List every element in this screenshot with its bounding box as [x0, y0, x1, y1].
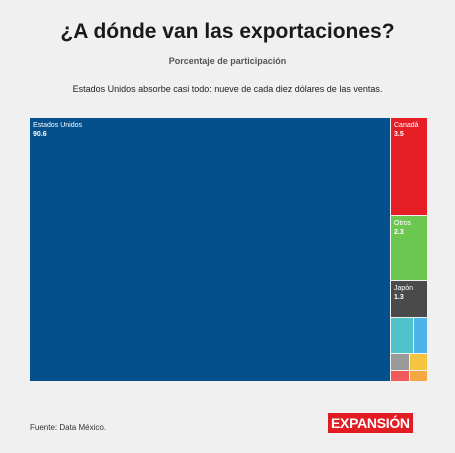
tile-name: Estados Unidos [33, 122, 83, 129]
treemap-tile-small[interactable] [391, 354, 410, 371]
expansion-logo[interactable]: EXPANSIÓN [328, 413, 413, 433]
treemap-chart: Estados Unidos 90.6 Canadá 3.5 Otros 2.3 Japón… [30, 118, 428, 382]
tile-value: 2.3 [394, 229, 404, 236]
treemap-tile-small[interactable] [410, 371, 428, 382]
treemap-tile-estados-unidos[interactable]: Estados Unidos 90.6 [30, 118, 391, 382]
tile-label: Canadá 3.5 [394, 121, 419, 139]
chart-description: Estados Unidos absorbe casi todo: nueve … [72, 84, 383, 94]
tile-name: Japón [394, 285, 414, 292]
treemap-tile-small[interactable] [410, 354, 428, 371]
tile-name: Otros [394, 220, 412, 227]
tile-name: Canadá [394, 122, 419, 129]
chart-title: ¿A dónde van las exportaciones? [60, 20, 395, 43]
tile-value: 3.5 [394, 131, 404, 138]
treemap-tile-jap-n[interactable]: Japón 1.3 [391, 281, 428, 318]
tile-label: Estados Unidos 90.6 [33, 121, 82, 139]
treemap-tile-small[interactable] [391, 371, 410, 382]
source-note: Fuente: Data México. [30, 423, 107, 432]
chart-subtitle: Porcentaje de participación [168, 56, 287, 66]
tile-label: Otros 2.3 [394, 219, 411, 237]
tile-label: Japón 1.3 [394, 284, 413, 302]
treemap-tile-canad-[interactable]: Canadá 3.5 [391, 118, 428, 216]
tile-value: 1.3 [394, 294, 404, 301]
tile-value: 90.6 [33, 131, 47, 138]
treemap-tile-small[interactable] [414, 318, 428, 354]
treemap-tile-small[interactable] [391, 318, 414, 354]
treemap-tile-otros[interactable]: Otros 2.3 [391, 216, 428, 281]
